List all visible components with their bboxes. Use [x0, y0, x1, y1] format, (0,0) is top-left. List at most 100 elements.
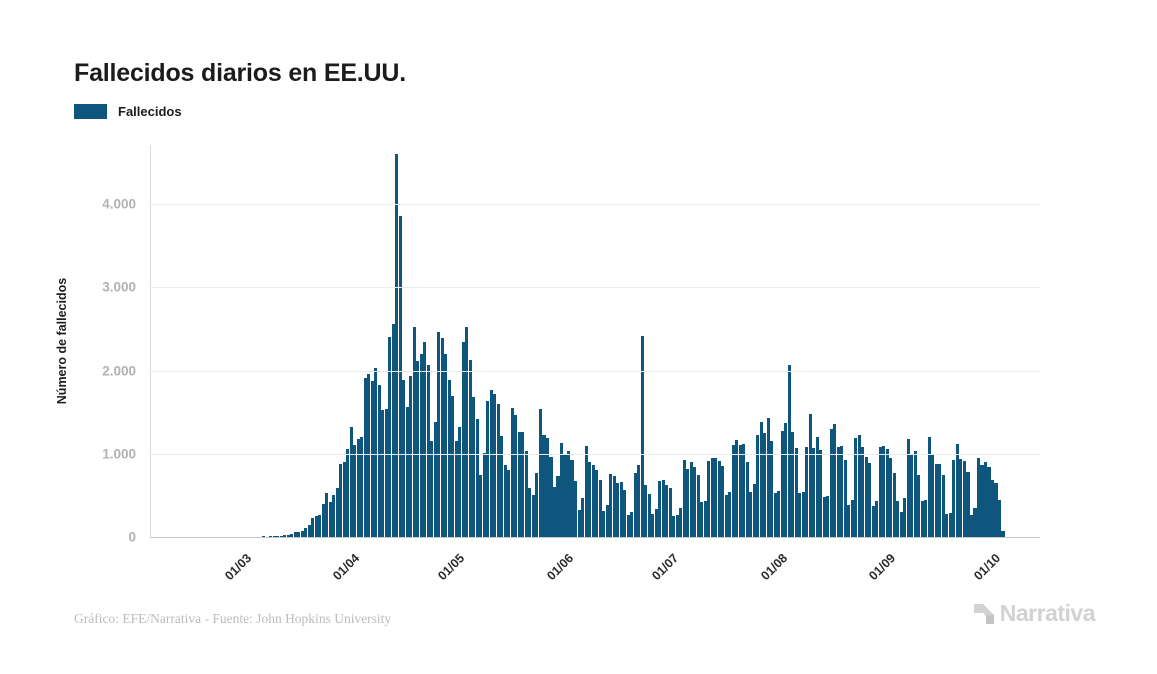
bar	[910, 455, 914, 537]
bar	[672, 515, 676, 537]
brand-logo: Narrativa	[972, 600, 1096, 627]
bar	[742, 444, 746, 537]
plot-area	[150, 145, 1040, 538]
bar	[945, 514, 949, 537]
bar	[612, 475, 616, 537]
bar	[360, 437, 364, 537]
bar	[626, 514, 630, 537]
bar	[332, 495, 336, 537]
bars-container	[150, 145, 1005, 537]
bar	[391, 324, 395, 537]
bar	[524, 450, 528, 537]
bar	[798, 493, 802, 537]
bar	[882, 446, 886, 537]
x-tick-label: 01/05	[435, 551, 468, 584]
bar	[794, 448, 798, 537]
bar	[651, 514, 655, 537]
y-tick-label: 4.000	[102, 196, 136, 212]
bar	[279, 535, 283, 537]
bar	[521, 432, 525, 537]
bar	[696, 475, 700, 537]
bar	[868, 463, 872, 537]
bar	[889, 457, 893, 537]
bar	[598, 480, 602, 537]
bar	[353, 445, 357, 537]
y-tick-label: 3.000	[102, 279, 136, 295]
bar	[969, 514, 973, 537]
legend-label: Fallecidos	[118, 104, 182, 119]
bar	[812, 448, 816, 537]
bar	[843, 459, 847, 537]
legend: Fallecidos	[74, 104, 182, 119]
bar	[549, 457, 553, 537]
bar	[903, 497, 907, 537]
bar	[808, 413, 812, 537]
bar	[381, 409, 385, 537]
bar	[633, 473, 637, 537]
bar	[556, 476, 560, 537]
bar	[864, 456, 868, 537]
bar	[468, 359, 472, 537]
x-tick-label: 01/09	[866, 551, 899, 584]
bar	[931, 455, 935, 537]
y-axis-title: Número de fallecidos	[55, 277, 69, 405]
bar	[875, 501, 879, 537]
y-tick-label: 1.000	[102, 446, 136, 462]
bar	[819, 450, 823, 537]
bar	[503, 465, 507, 537]
bar	[896, 500, 900, 537]
bar	[335, 487, 339, 537]
bar	[605, 504, 609, 537]
bar	[545, 437, 549, 537]
bar	[703, 500, 707, 537]
bar	[766, 417, 770, 537]
bar	[826, 495, 830, 537]
bar	[710, 458, 714, 537]
bar	[920, 500, 924, 537]
x-tick-label: 01/04	[330, 551, 363, 584]
bar	[857, 434, 861, 537]
bar	[647, 494, 651, 537]
bar	[475, 418, 479, 537]
x-tick-label: 01/06	[544, 551, 577, 584]
bar	[759, 422, 763, 537]
bar	[941, 475, 945, 537]
bar	[419, 353, 423, 537]
bar	[307, 525, 311, 537]
bar	[482, 453, 486, 537]
bar	[472, 396, 476, 537]
bar	[339, 463, 343, 537]
bar	[644, 485, 648, 537]
bar	[370, 381, 374, 537]
bar	[780, 430, 784, 537]
bar	[318, 514, 322, 537]
bar	[966, 472, 970, 537]
bar	[619, 481, 623, 537]
bar	[952, 459, 956, 537]
bar	[489, 389, 493, 537]
bar	[588, 461, 592, 537]
bar	[458, 426, 462, 537]
bar	[976, 457, 980, 537]
bar	[616, 482, 620, 537]
bar	[444, 353, 448, 537]
bar	[850, 500, 854, 537]
bar	[398, 215, 402, 537]
gridline	[150, 453, 1040, 455]
bar	[514, 415, 518, 537]
bar	[777, 490, 781, 537]
y-tick-label: 0	[128, 529, 136, 545]
bar	[584, 446, 588, 537]
bar	[321, 503, 325, 537]
legend-color-swatch	[74, 104, 107, 119]
bar	[531, 495, 535, 537]
bar	[661, 480, 665, 537]
bar	[559, 442, 564, 537]
bar	[304, 527, 308, 537]
bar	[1001, 531, 1005, 537]
y-tick-label: 2.000	[102, 363, 136, 379]
bar	[367, 373, 371, 537]
bar	[328, 502, 332, 537]
bar	[735, 440, 739, 537]
